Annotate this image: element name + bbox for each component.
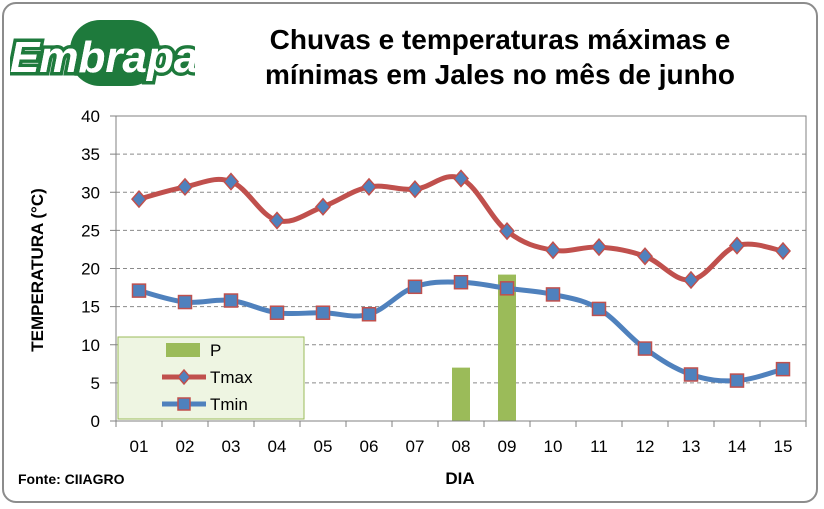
marker-tmin [131, 283, 147, 298]
legend-label-tmin: Tmin [210, 395, 248, 414]
chart-title: Chuvas e temperaturas máximas e mínimas … [265, 24, 735, 90]
y-tick-label: 35 [81, 145, 100, 164]
y-tick-label: 15 [81, 298, 100, 317]
marker-tmin [591, 301, 607, 317]
marker-tmax [729, 236, 745, 255]
marker-tmin [269, 305, 285, 320]
marker-tmax [131, 189, 147, 209]
marker-tmax [177, 177, 193, 197]
x-tick-label: 07 [406, 437, 425, 456]
marker-tmax [361, 177, 377, 197]
marker-tmax [775, 241, 791, 261]
x-tick-label: 03 [222, 437, 241, 456]
marker-tmax [453, 169, 469, 188]
x-tick-label: 08 [452, 437, 471, 456]
legend-swatch-p [166, 343, 200, 357]
x-tick-label: 15 [774, 437, 793, 456]
y-tick-label: 30 [81, 183, 100, 202]
y-tick-label: 20 [81, 260, 100, 279]
marker-tmin [683, 367, 699, 382]
embrapa-logo: Embrapa Embrapa [10, 20, 195, 86]
marker-tmin [315, 305, 331, 320]
x-tick-label: 13 [682, 437, 701, 456]
logo-text: Embrapa [10, 33, 195, 82]
x-tick-label: 09 [498, 437, 517, 456]
marker-tmax [591, 238, 607, 257]
marker-tmax [315, 197, 331, 216]
y-tick-label: 10 [81, 336, 100, 355]
legend-marker-tmax [177, 368, 191, 386]
y-tick-label: 40 [81, 107, 100, 126]
x-tick-label: 14 [728, 437, 747, 456]
marker-tmin [729, 373, 745, 388]
marker-tmax [545, 241, 561, 260]
marker-tmin [637, 341, 653, 356]
x-tick-label: 12 [636, 437, 655, 456]
marker-tmax [637, 247, 653, 266]
source-note: Fonte: CIIAGRO [18, 471, 125, 487]
y-tick-label: 5 [91, 374, 100, 393]
bar-p [498, 274, 516, 421]
legend-label-p: P [210, 341, 221, 360]
y-tick-label: 0 [91, 412, 100, 431]
marker-tmax [223, 172, 239, 191]
x-tick-label: 01 [130, 437, 149, 456]
marker-tmax [683, 270, 699, 290]
marker-tmin [545, 287, 561, 302]
marker-tmin [177, 294, 193, 310]
marker-tmin [453, 274, 469, 290]
x-tick-label: 11 [590, 437, 608, 456]
x-tick-label: 04 [268, 437, 287, 456]
marker-tmin [499, 281, 515, 296]
plot-area-border [115, 115, 807, 422]
marker-tmax [499, 221, 515, 241]
x-tick-label: 06 [360, 437, 379, 456]
legend-label-tmax: Tmax [210, 368, 253, 387]
marker-tmax [269, 211, 285, 230]
marker-tmin [775, 361, 791, 377]
marker-tmax [407, 180, 423, 199]
y-axis-label: TEMPERATURA (°C) [28, 188, 47, 352]
marker-tmin [407, 279, 423, 295]
bar-p [452, 367, 470, 421]
y-tick-label: 25 [81, 221, 100, 240]
legend-marker-tmin [177, 397, 191, 411]
marker-tmin [361, 307, 377, 322]
marker-tmin [223, 293, 239, 308]
x-tick-label: 02 [176, 437, 195, 456]
legend-box [117, 336, 305, 420]
x-axis-label: DIA [445, 469, 474, 488]
x-tick-label: 10 [544, 437, 563, 456]
logo-mark [70, 20, 160, 86]
x-tick-label: 05 [314, 437, 333, 456]
logo-text-outline: Embrapa [10, 33, 195, 82]
